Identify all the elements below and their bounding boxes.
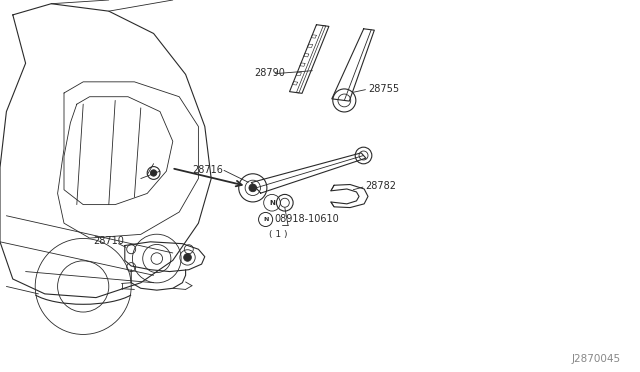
Text: N: N xyxy=(269,200,275,206)
Circle shape xyxy=(249,184,257,192)
Circle shape xyxy=(184,254,191,261)
Text: 28782: 28782 xyxy=(365,181,396,191)
Text: N: N xyxy=(263,217,268,222)
Text: 28755: 28755 xyxy=(368,84,399,93)
Text: 28716: 28716 xyxy=(192,166,223,175)
Circle shape xyxy=(150,170,157,176)
Text: 28710: 28710 xyxy=(93,236,124,246)
Text: 08918-10610: 08918-10610 xyxy=(275,215,339,224)
Text: 28790: 28790 xyxy=(255,68,285,77)
Text: J2870045: J2870045 xyxy=(572,354,621,364)
Text: ( 1 ): ( 1 ) xyxy=(269,230,287,239)
